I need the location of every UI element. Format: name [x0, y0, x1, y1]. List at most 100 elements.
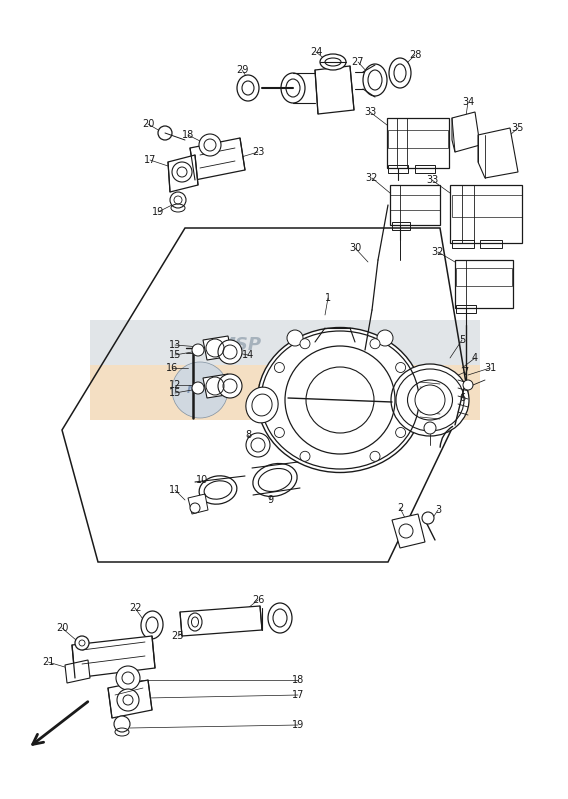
Ellipse shape: [246, 388, 278, 423]
Text: 34: 34: [462, 97, 474, 107]
Circle shape: [422, 512, 434, 524]
Circle shape: [199, 134, 221, 156]
Circle shape: [300, 339, 310, 348]
Polygon shape: [188, 494, 208, 514]
Text: 18: 18: [292, 675, 304, 685]
Polygon shape: [180, 606, 262, 636]
Text: 21: 21: [42, 657, 54, 667]
Text: 5: 5: [459, 335, 465, 345]
Text: 10: 10: [196, 475, 208, 485]
Bar: [450, 185, 522, 243]
Circle shape: [192, 382, 204, 394]
Circle shape: [377, 330, 393, 346]
Text: 28: 28: [409, 50, 421, 60]
Ellipse shape: [389, 58, 411, 88]
Ellipse shape: [257, 328, 423, 472]
Circle shape: [218, 340, 242, 364]
Bar: [390, 195, 440, 210]
Ellipse shape: [141, 611, 163, 639]
Text: 9: 9: [267, 495, 273, 505]
Polygon shape: [392, 514, 425, 548]
Circle shape: [172, 162, 192, 182]
Text: 13: 13: [169, 340, 181, 350]
Text: PARTS: PARTS: [338, 402, 382, 415]
Polygon shape: [108, 680, 152, 718]
Circle shape: [75, 636, 89, 650]
Ellipse shape: [253, 463, 297, 496]
Circle shape: [370, 339, 380, 348]
Circle shape: [117, 689, 139, 711]
Circle shape: [463, 380, 473, 390]
Circle shape: [396, 427, 406, 438]
Circle shape: [190, 503, 200, 513]
Polygon shape: [65, 660, 90, 683]
Bar: [388, 130, 448, 148]
Text: 32: 32: [366, 173, 378, 183]
Text: 17: 17: [144, 155, 156, 165]
Text: MSP: MSP: [186, 385, 214, 395]
Circle shape: [274, 427, 285, 438]
Text: 2: 2: [397, 503, 403, 513]
Circle shape: [370, 451, 380, 461]
Ellipse shape: [391, 364, 469, 436]
Text: 20: 20: [142, 119, 154, 129]
Polygon shape: [452, 112, 480, 152]
Circle shape: [274, 363, 285, 372]
Bar: [387, 118, 449, 168]
Bar: [456, 268, 512, 286]
Text: 30: 30: [349, 243, 361, 253]
Ellipse shape: [188, 613, 202, 631]
Ellipse shape: [268, 603, 292, 633]
Circle shape: [287, 330, 303, 346]
Text: 33: 33: [426, 175, 438, 185]
Text: 19: 19: [152, 207, 164, 217]
Text: 35: 35: [512, 123, 524, 133]
Polygon shape: [315, 66, 354, 114]
Ellipse shape: [281, 73, 305, 103]
Text: 33: 33: [364, 107, 376, 117]
Bar: [452, 240, 474, 248]
Text: MSP: MSP: [218, 336, 262, 354]
Ellipse shape: [199, 476, 237, 504]
Text: 23: 23: [252, 147, 264, 157]
Polygon shape: [478, 128, 518, 178]
Bar: [480, 240, 502, 248]
Text: 25: 25: [172, 631, 184, 641]
Circle shape: [192, 344, 204, 356]
Bar: [392, 222, 410, 230]
Text: 32: 32: [432, 247, 444, 257]
Bar: [415, 165, 435, 173]
Text: 4: 4: [472, 353, 478, 363]
Circle shape: [246, 433, 270, 457]
Circle shape: [170, 192, 186, 208]
Text: 29: 29: [236, 65, 248, 75]
Text: 20: 20: [56, 623, 68, 633]
Text: 1: 1: [325, 293, 331, 303]
Text: 22: 22: [129, 603, 141, 613]
Polygon shape: [168, 155, 198, 192]
Polygon shape: [203, 336, 232, 360]
Text: 6: 6: [459, 393, 465, 403]
Bar: [390, 185, 440, 225]
Text: 3: 3: [435, 505, 441, 515]
Text: 7: 7: [462, 367, 468, 377]
Text: MOTORCYCLE: MOTORCYCLE: [257, 383, 363, 397]
Text: 19: 19: [292, 720, 304, 730]
Circle shape: [424, 422, 436, 434]
Bar: [388, 165, 408, 173]
Polygon shape: [90, 365, 480, 420]
Bar: [456, 305, 476, 313]
Circle shape: [396, 363, 406, 372]
Text: 11: 11: [169, 485, 181, 495]
Text: 27: 27: [352, 57, 364, 67]
Polygon shape: [90, 320, 480, 365]
Polygon shape: [203, 374, 232, 398]
Circle shape: [218, 374, 242, 398]
Text: 15: 15: [169, 388, 181, 398]
Circle shape: [300, 451, 310, 461]
Text: 17: 17: [292, 690, 304, 700]
Polygon shape: [72, 636, 155, 678]
Ellipse shape: [237, 75, 259, 101]
Text: 14: 14: [242, 350, 254, 360]
Text: 16: 16: [166, 363, 178, 373]
